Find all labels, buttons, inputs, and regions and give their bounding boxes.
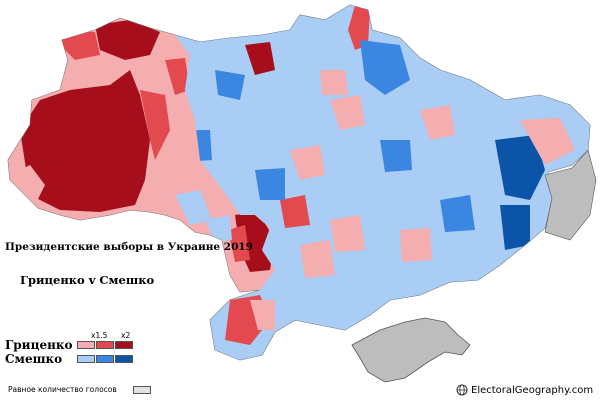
legend-candidate-name: Смешко: [5, 352, 63, 366]
legend-equal-label: Равное количество голосов: [8, 385, 117, 394]
legend-ratio-label: x1.5: [91, 331, 108, 340]
map-subtitle: Гриценко v Смешко: [20, 273, 155, 287]
legend-row-candidate-1: Гриценко: [5, 338, 134, 352]
legend-row-candidate-2: Смешко: [5, 352, 134, 366]
legend-swatch: [115, 355, 133, 363]
legend-swatch: [115, 341, 133, 349]
legend-swatch: [77, 341, 95, 349]
source-credit: ElectoralGeography.com: [456, 384, 593, 396]
legend-swatch: [96, 341, 114, 349]
map-title: Президентские выборы в Украине 2019: [5, 241, 253, 253]
legend-equal-swatch: [132, 385, 151, 394]
credit-text: ElectoralGeography.com: [471, 384, 594, 396]
legend-swatch: [96, 355, 114, 363]
occupied-donbas: [544, 149, 597, 241]
globe-icon: [456, 384, 468, 396]
legend-equal-votes: Равное количество голосов: [8, 385, 151, 394]
legend-candidate-name: Гриценко: [5, 338, 73, 352]
legend-swatch: [77, 355, 95, 363]
crimea: [351, 317, 471, 383]
legend-ratio-label: x2: [121, 331, 131, 340]
